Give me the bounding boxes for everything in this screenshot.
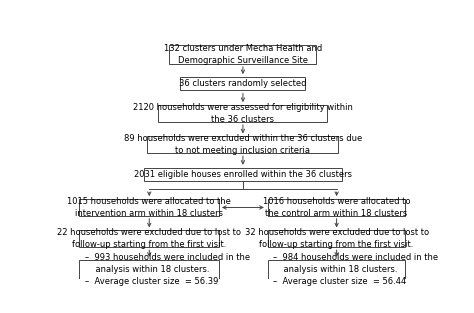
Text: 89 households were excluded within the 36 clusters due
to not meeting inclusion : 89 households were excluded within the 3… [124,134,362,155]
Bar [181,77,305,90]
Text: –  984 households were included in the
    analysis within 18 clusters.
–  Avera: – 984 households were included in the an… [273,253,438,286]
Bar [80,260,219,279]
Text: 32 households were excluded due to lost to
follow-up starting from the first vis: 32 households were excluded due to lost … [245,228,428,249]
Text: 132 clusters under Mecha Health and
Demographic Surveillance Site: 132 clusters under Mecha Health and Demo… [164,44,322,65]
Bar [268,230,405,247]
Text: 2031 eligible houses enrolled within the 36 clusters: 2031 eligible houses enrolled within the… [134,170,352,179]
Bar [169,45,316,64]
Bar [158,105,328,122]
Bar [80,230,219,247]
Bar [147,136,338,153]
Bar [268,199,405,216]
Bar [144,168,342,181]
Bar [80,199,219,216]
Text: 1015 households were allocated to the
intervention arm within 18 clusters: 1015 households were allocated to the in… [67,197,231,218]
Text: 22 households were excluded due to lost to
follow-up starting from the first vis: 22 households were excluded due to lost … [57,228,241,249]
Text: 36 clusters randomly selected: 36 clusters randomly selected [179,79,307,88]
Text: 2120 households were assessed for eligibility within
the 36 clusters: 2120 households were assessed for eligib… [133,103,353,124]
Text: –  993 households were included in the
    analysis within 18 clusters.
–  Avera: – 993 households were included in the an… [85,253,250,286]
Text: 1016 households were allocated to
the control arm within 18 clusters: 1016 households were allocated to the co… [263,197,410,218]
Bar [268,260,405,279]
